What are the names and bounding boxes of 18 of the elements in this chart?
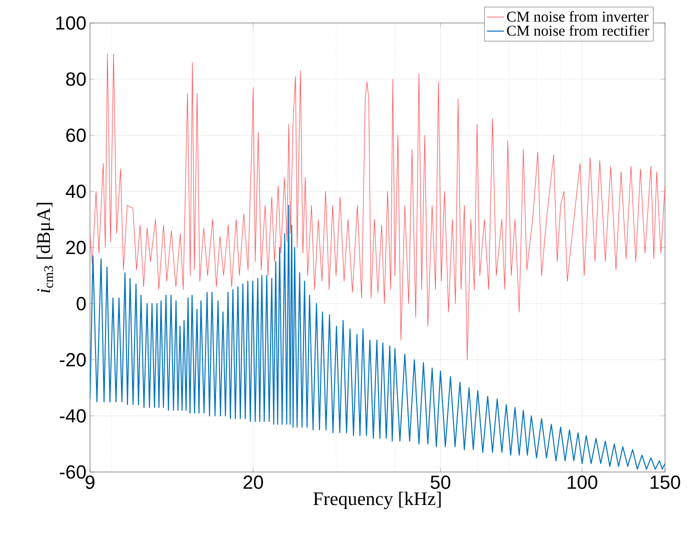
y-tick-label: 100 — [56, 16, 86, 30]
y-tick-label: 40 — [66, 184, 86, 198]
x-tick-label: 50 — [430, 476, 450, 489]
x-tick-label: 150 — [650, 476, 680, 489]
legend-label: CM noise from inverter — [507, 11, 648, 22]
x-tick-label: 100 — [568, 476, 598, 489]
legend-label: CM noise from rectifier — [507, 25, 650, 36]
y-tick-label: 60 — [66, 128, 86, 142]
x-axis-title: Frequency [kHz] — [313, 492, 441, 510]
x-tick-label: 9 — [86, 476, 94, 489]
y-tick-label: 20 — [66, 240, 86, 254]
y-axis-title: i$_{cm3}$ [dBμA] — [36, 202, 54, 293]
y-tick-label: -60 — [60, 465, 86, 479]
y-tick-label: -20 — [60, 353, 86, 366]
y-tick-label: 80 — [66, 72, 86, 86]
y-tick-label: -40 — [60, 409, 86, 423]
x-tick-label: 20 — [244, 476, 264, 489]
y-tick-label: 0 — [76, 296, 86, 310]
